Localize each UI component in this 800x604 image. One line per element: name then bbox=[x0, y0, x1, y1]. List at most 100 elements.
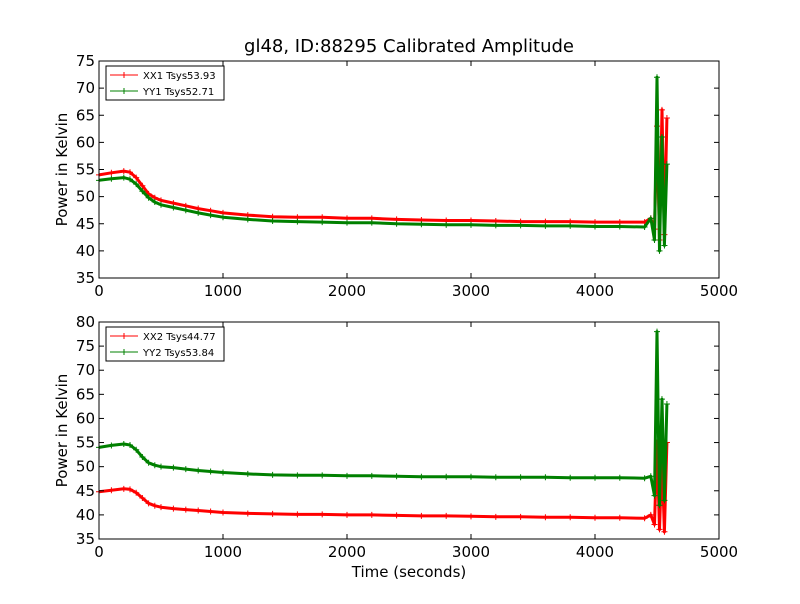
chart2-ytick-label: 35 bbox=[76, 530, 95, 548]
chart2-series-1-point bbox=[393, 512, 400, 519]
chart2-series-1-point bbox=[151, 502, 158, 509]
chart2-series-1-line bbox=[98, 441, 669, 534]
chart1-series-2-point bbox=[542, 222, 549, 229]
chart1-series-2-point bbox=[139, 188, 146, 195]
chart2-series-1-point bbox=[661, 528, 668, 535]
chart1-legend-label-1: XX1 Tsys53.93 bbox=[143, 71, 216, 82]
chart1-series-2-point bbox=[220, 214, 226, 221]
chart1-series-2-point bbox=[654, 74, 660, 81]
chart2-series-1-point bbox=[133, 489, 140, 496]
chart2-series-2-point bbox=[170, 464, 177, 471]
chart2-series-2-point bbox=[269, 471, 276, 478]
chart2-series-2-point bbox=[468, 473, 474, 480]
chart2-ytick-label: 70 bbox=[76, 361, 95, 379]
chart2-xtick-label: 5000 bbox=[700, 543, 738, 561]
chart1-legend-marker-1 bbox=[121, 72, 127, 78]
chart1-xtick-label: 1000 bbox=[204, 282, 242, 300]
chart2-series-2-point bbox=[182, 466, 189, 473]
chart1-series-2-point bbox=[120, 174, 127, 181]
chart1-series-2-line bbox=[98, 75, 669, 253]
chart1-series-2-point bbox=[207, 212, 214, 219]
chart2-series-1-point bbox=[468, 513, 474, 520]
chart2-series-2-point bbox=[592, 474, 598, 481]
figure-title: gl48, ID:88295 Calibrated Amplitude bbox=[244, 36, 574, 57]
chart2-series-2-point bbox=[151, 462, 158, 469]
chart1-ytick-label: 75 bbox=[76, 52, 95, 70]
chart1-series-2-point bbox=[182, 207, 189, 214]
chart2-ytick-label: 45 bbox=[76, 482, 95, 500]
chart2-series-2-point bbox=[145, 459, 152, 466]
chart2-series-2-point bbox=[654, 328, 660, 335]
chart2-series-2-point bbox=[641, 475, 648, 482]
chart1-series-2-point bbox=[319, 219, 326, 226]
chart2-ytick-label: 55 bbox=[76, 434, 95, 452]
chart1-ytick-label: 60 bbox=[76, 133, 95, 151]
chart2-series-2-point bbox=[651, 492, 658, 499]
chart2-series-1-point bbox=[220, 509, 226, 516]
chart1-series-2-point bbox=[661, 242, 668, 249]
chart2-xtick-label: 4000 bbox=[576, 543, 614, 561]
chart2-series-1-point bbox=[170, 505, 177, 512]
chart2-series-2-point bbox=[120, 441, 127, 448]
chart2-xtick-label: 3000 bbox=[452, 543, 490, 561]
chart1-series-2-point bbox=[158, 201, 164, 208]
chart2-series-2-point bbox=[443, 473, 450, 480]
chart2-series-2-point bbox=[656, 502, 663, 509]
chart2-series-2-point bbox=[195, 467, 202, 474]
chart2-series-1-point bbox=[269, 510, 276, 517]
chart2-series-2-point bbox=[108, 442, 115, 449]
chart2-series-1-point bbox=[641, 515, 648, 522]
chart2-series-1-point bbox=[567, 514, 574, 521]
chart2-series-1-point bbox=[651, 521, 658, 528]
chart2-ytick-label: 80 bbox=[76, 313, 95, 331]
chart2-legend-label-2: YY2 Tsys53.84 bbox=[142, 348, 214, 359]
chart1-legend-marker-2 bbox=[121, 88, 127, 94]
chart2-xtick-label: 2000 bbox=[328, 543, 366, 561]
chart2-series-2-point bbox=[220, 469, 226, 476]
chart2-xtick-label: 0 bbox=[94, 543, 104, 561]
chart2-series-1-point bbox=[108, 487, 115, 494]
chart2-series-2-point bbox=[517, 474, 524, 481]
chart2-series-2-point bbox=[567, 474, 574, 481]
chart2-legend-box bbox=[105, 326, 225, 362]
chart2-series-2-point bbox=[393, 473, 400, 480]
chart2-series-1-point bbox=[616, 514, 623, 521]
chart2-series-1-point bbox=[542, 514, 549, 521]
chart1-series-2-point bbox=[567, 222, 574, 229]
chart1-legend-label-2: YY1 Tsys52.71 bbox=[142, 87, 214, 98]
chart2-series-1-point bbox=[492, 513, 499, 520]
chart2-series-2-point bbox=[139, 454, 146, 461]
chart1-series-2-point bbox=[108, 175, 115, 182]
chart1-series-2-point bbox=[151, 199, 158, 206]
chart2-series-1-point bbox=[182, 506, 189, 513]
chart2-legend-marker-1 bbox=[121, 333, 127, 339]
chart1-ytick-label: 70 bbox=[76, 79, 95, 97]
chart1-series-2-point bbox=[127, 176, 133, 183]
chart2-ytick-label: 65 bbox=[76, 385, 95, 403]
chart1-series-2-point bbox=[443, 221, 450, 228]
chart1-series-1-line bbox=[98, 108, 669, 242]
chart1-xtick-label: 4000 bbox=[576, 282, 614, 300]
chart2-series-1-point bbox=[319, 511, 326, 518]
chart1-series-1-point bbox=[658, 106, 665, 113]
chart1-series-2-point bbox=[647, 215, 654, 222]
chart1-series-2-point bbox=[468, 221, 474, 228]
chart2-legend-marker-2 bbox=[121, 349, 127, 355]
chart1-ytick-label: 55 bbox=[76, 161, 95, 179]
chart2-series-2-point bbox=[127, 441, 133, 448]
chart1-ylabel: Power in Kelvin bbox=[53, 113, 71, 227]
chart2-series-2-point bbox=[133, 446, 140, 453]
chart2-series-1-point bbox=[145, 500, 152, 507]
chart1-xtick-label: 3000 bbox=[452, 282, 490, 300]
chart1-series-1-point bbox=[120, 168, 127, 175]
chart2-series-1-point bbox=[517, 513, 524, 520]
chart1-ytick-label: 65 bbox=[76, 106, 95, 124]
chart1-series-2-point bbox=[269, 218, 276, 225]
chart2-legend-label-1: XX2 Tsys44.77 bbox=[143, 332, 216, 343]
chart2-ytick-label: 75 bbox=[76, 337, 95, 355]
chart2-series-1-point bbox=[195, 507, 202, 514]
chart2-series-1-point bbox=[647, 511, 654, 518]
chart2-series-1-point bbox=[418, 512, 425, 519]
